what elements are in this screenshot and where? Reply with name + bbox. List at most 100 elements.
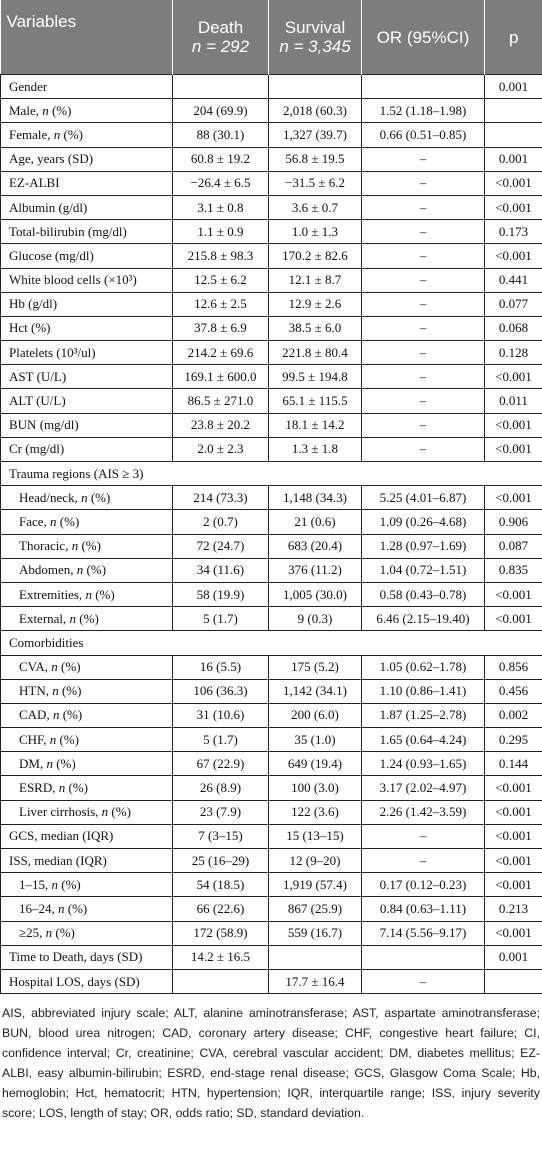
cell-p: <0.001 [484, 364, 542, 390]
cell-survival: 35 (1.0) [268, 727, 362, 753]
table-row: Glucose (mg/dl) 215.8 ± 98.3 170.2 ± 82.6–… [0, 243, 542, 269]
table-row: AST (U/L) 169.1 ± 600.0 99.5 ± 194.8– <0.00… [0, 364, 542, 390]
cell-or: – [361, 388, 485, 414]
cell-death: 2.0 ± 2.3 [172, 436, 269, 463]
cell-survival: 221.8 ± 80.4 [268, 340, 362, 366]
cell-or: – [361, 847, 485, 874]
cell-survival: 18.1 ± 14.2 [268, 412, 362, 438]
cell-p: 0.144 [484, 751, 542, 777]
cell-p [484, 98, 542, 124]
table-row: Hb (g/dl) 12.6 ± 2.5 12.9 ± 2.6–0.077 [0, 291, 542, 317]
cell-p: <0.001 [484, 170, 542, 196]
footnote: AIS, abbreviated injury scale; ALT, alan… [2, 1006, 540, 1121]
cell-survival: 683 (20.4) [268, 533, 362, 559]
cell-p: <0.001 [484, 194, 542, 221]
cell-p: <0.001 [484, 799, 542, 825]
cell-death: 58 (19.9) [172, 581, 269, 608]
table-row: ≥25, n (%) 172 (58.9) 559 (16.7) 7.14 (5.56… [0, 920, 542, 946]
cell-p: <0.001 [484, 847, 542, 874]
row-label: Face, n (%) [0, 509, 173, 535]
cell-death: 25 (16–29) [172, 847, 269, 874]
cell-survival: 200 (6.0) [268, 702, 362, 729]
cell-p: 0.906 [484, 509, 542, 535]
cell-p: 0.128 [484, 340, 542, 366]
row-label: Age, years (SD) [0, 146, 173, 172]
table-row: Extremities, n (%) 58 (19.9) 1,005 (30.0) 0… [0, 581, 542, 608]
cell-death: 23 (7.9) [172, 799, 269, 825]
cell-p: 0.456 [484, 678, 542, 704]
row-label: Trauma regions (AIS ≥ 3) [0, 460, 542, 487]
cell-death: 2 (0.7) [172, 509, 269, 535]
cell-p: 0.011 [484, 388, 542, 414]
row-label: BUN (mg/dl) [0, 412, 173, 438]
cell-survival: 2,018 (60.3) [268, 98, 362, 124]
header-death: Death n = 292 [172, 0, 269, 75]
cell-death: 26 (8.9) [172, 775, 269, 801]
row-label: Glucose (mg/dl) [0, 243, 173, 269]
cell-death: 23.8 ± 20.2 [172, 412, 269, 438]
cell-death: 1.1 ± 0.9 [172, 219, 269, 245]
row-label: Hospital LOS, days (SD) [0, 968, 173, 995]
cell-or: – [361, 315, 485, 342]
header-death-n: n = 292 [191, 37, 250, 56]
cell-or [361, 944, 485, 970]
cell-or: – [361, 968, 485, 995]
cell-or: – [361, 364, 485, 390]
cell-death: 31 (10.6) [172, 702, 269, 729]
table-row: Age, years (SD) 60.8 ± 19.2 56.8 ± 19.5–0.… [0, 146, 542, 172]
table-row: CVA, n (%) 16 (5.5) 175 (5.2) 1.05 (0.62–1.… [0, 654, 542, 680]
cell-p: <0.001 [484, 412, 542, 438]
cell-death: 66 (22.6) [172, 896, 269, 922]
cell-or: – [361, 243, 485, 269]
row-label: Head/neck, n (%) [0, 485, 173, 511]
table-row: Comorbidities [0, 630, 542, 656]
row-label: Comorbidities [0, 630, 542, 656]
cell-survival: 99.5 ± 194.8 [268, 364, 362, 390]
table-row: Male, n (%) 204 (69.9) 2,018 (60.3) 1.52 (1… [0, 98, 542, 124]
table-row: BUN (mg/dl) 23.8 ± 20.2 18.1 ± 14.2– <0.001 [0, 412, 542, 438]
cell-survival [268, 73, 362, 100]
cell-or: – [361, 412, 485, 438]
cell-p: <0.001 [484, 485, 542, 511]
cell-death: 12.6 ± 2.5 [172, 291, 269, 317]
cell-p: <0.001 [484, 823, 542, 850]
cell-or: – [361, 170, 485, 196]
header-variables: Variables [0, 0, 173, 75]
table-row: Time to Death, days (SD) 14.2 ± 16.5 0.001 [0, 944, 542, 970]
cell-or: 5.25 (4.01–6.87) [361, 485, 485, 511]
cell-p: 0.001 [484, 146, 542, 172]
cell-or: 1.24 (0.93–1.65) [361, 751, 485, 777]
table-row: White blood cells (×10³) 12.5 ± 6.2 12.1 ±… [0, 267, 542, 293]
row-label: Hb (g/dl) [0, 291, 173, 317]
cell-p: 0.001 [484, 944, 542, 970]
cell-or: 0.84 (0.63–1.11) [361, 896, 485, 922]
table-row: 16–24, n (%) 66 (22.6) 867 (25.9) 0.84 (0.6… [0, 896, 542, 922]
cell-death: 5 (1.7) [172, 727, 269, 753]
table-row: EZ-ALBI −26.4 ± 6.5 −31.5 ± 6.2– <0.001 [0, 170, 542, 196]
cell-or: 1.52 (1.18–1.98) [361, 98, 485, 124]
table-row: External, n (%) 5 (1.7) 9 (0.3) 6.46 (2.15–… [0, 606, 542, 632]
cell-death: 172 (58.9) [172, 920, 269, 946]
cell-death: 86.5 ± 271.0 [172, 388, 269, 414]
cell-survival: 559 (16.7) [268, 920, 362, 946]
row-label: Albumin (g/dl) [0, 194, 173, 221]
cell-p: 0.068 [484, 315, 542, 342]
row-label: Female, n (%) [0, 122, 173, 148]
cell-survival: 17.7 ± 16.4 [268, 968, 362, 995]
cell-p: 0.173 [484, 219, 542, 245]
table-row: Cr (mg/dl) 2.0 ± 2.3 1.3 ± 1.8– <0.001 [0, 436, 542, 463]
table-row: DM, n (%) 67 (22.9) 649 (19.4) 1.24 (0.93–1… [0, 751, 542, 777]
cell-or: 1.28 (0.97–1.69) [361, 533, 485, 559]
row-label: Liver cirrhosis, n (%) [0, 799, 173, 825]
cell-survival: 122 (3.6) [268, 799, 362, 825]
cell-death: 214 (73.3) [172, 485, 269, 511]
table-row: Albumin (g/dl) 3.1 ± 0.8 3.6 ± 0.7– <0.001 [0, 194, 542, 221]
cell-death [172, 73, 269, 100]
cell-survival: 867 (25.9) [268, 896, 362, 922]
table-row: Platelets (10³/ul) 214.2 ± 69.6 221.8 ± 80… [0, 340, 542, 366]
cell-death [172, 968, 269, 995]
cell-p: <0.001 [484, 920, 542, 946]
cell-or: 0.66 (0.51–0.85) [361, 122, 485, 148]
cell-or: – [361, 291, 485, 317]
row-label: 1–15, n (%) [0, 872, 173, 898]
